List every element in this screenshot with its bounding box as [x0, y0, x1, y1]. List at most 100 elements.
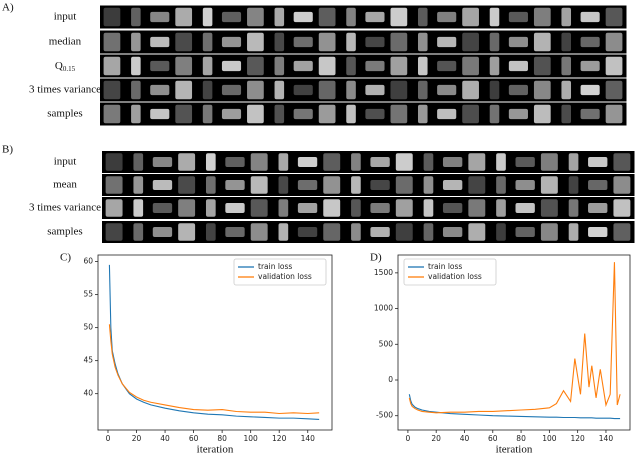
plot-frame — [397, 254, 631, 431]
thumbnail-shape — [105, 176, 123, 194]
thumbnail-shape — [423, 223, 434, 241]
thumbnail-shape — [390, 7, 408, 27]
thumbnail-shape — [346, 56, 356, 76]
thumbnail-shape — [437, 84, 457, 96]
thumbnail-shape — [605, 80, 623, 100]
thumbnail-shape — [515, 227, 535, 237]
thumbnail-shape — [274, 56, 285, 76]
row-label: input — [54, 11, 77, 23]
thumbnail-shape — [580, 36, 600, 48]
thumbnail-shape — [150, 84, 170, 96]
thumbnail-shape — [370, 157, 390, 167]
y-tick-label: 1500 — [374, 268, 393, 277]
thumbnail-shape — [437, 11, 457, 23]
thumbnail-shape — [293, 108, 313, 120]
thumbnail-shape — [346, 7, 356, 27]
x-tick-label: 60 — [189, 434, 199, 443]
thumbnail-shape — [613, 153, 631, 171]
thumbnail-shape — [390, 104, 408, 124]
thumbnail-shape — [423, 176, 434, 194]
thumbnail-shape — [496, 176, 506, 194]
thumbnail-shape — [205, 153, 216, 171]
thumbnail-shape — [561, 56, 572, 76]
thumbnail-shape — [133, 199, 144, 217]
thumbnail-shape — [205, 176, 216, 194]
thumbnail-shape — [351, 153, 361, 171]
thumbnail-shape — [540, 223, 558, 241]
thumbnail-shape — [580, 11, 600, 23]
row-label: 3 times variance — [29, 202, 101, 214]
thumbnail-shape — [205, 223, 216, 241]
thumbnail-shape — [462, 80, 479, 100]
thumbnail-shape — [580, 60, 600, 72]
thumbnail-shape — [370, 180, 390, 190]
thumbnail-shape — [131, 104, 141, 124]
thumbnail-shape — [175, 32, 193, 52]
thumbnail-shape — [417, 80, 428, 100]
thumbnail-shape — [561, 32, 572, 52]
thumbnail-shape — [178, 199, 196, 217]
thumbnail-shape — [293, 84, 313, 96]
thumbnail-shape — [152, 180, 173, 190]
q-label: Q — [55, 60, 63, 72]
thumbnail-shape — [395, 199, 413, 217]
thumbnail-shape — [323, 176, 341, 194]
thumbnail-shape — [390, 56, 408, 76]
thumbnail-shape — [365, 60, 385, 72]
x-tick-label: 120 — [272, 434, 287, 443]
thumbnail-shape — [274, 7, 285, 27]
thumbnail-shape — [489, 104, 500, 124]
thumbnail-shape — [588, 180, 608, 190]
thumbnail-shape — [496, 199, 506, 217]
thumbnail-shape — [568, 199, 579, 217]
y-tick-label: 500 — [379, 339, 394, 348]
thumbnail-shape — [278, 223, 289, 241]
thumbnail-shape — [202, 80, 213, 100]
x-tick-label: 40 — [160, 434, 170, 443]
thumbnail-shape — [365, 108, 385, 120]
thumbnail-shape — [417, 104, 428, 124]
thumbnail-shape — [489, 7, 500, 27]
row-label: mean — [53, 179, 77, 191]
thumbnail-shape — [515, 157, 535, 167]
thumbnail-shape — [533, 80, 551, 100]
thumbnail-shape — [152, 203, 173, 213]
y-tick-label: 1000 — [374, 304, 393, 313]
thumbnail-shape — [533, 32, 551, 52]
thumbnail-shape — [221, 108, 242, 120]
thumbnail-shape — [250, 176, 268, 194]
thumbnail-shape — [365, 36, 385, 48]
thumbnail-shape — [131, 7, 141, 27]
thumbnail-shape — [178, 153, 196, 171]
thumbnail-shape — [247, 56, 264, 76]
thumbnail-shape — [561, 80, 572, 100]
thumbnail-shape — [605, 32, 623, 52]
thumbnail-shape — [580, 84, 600, 96]
x-tick-label: 0 — [406, 434, 411, 443]
thumbnail-shape — [588, 203, 608, 213]
thumbnail-shape — [613, 199, 631, 217]
thumbnail-shape — [613, 176, 631, 194]
thumbnail-shape — [489, 56, 500, 76]
thumbnail-shape — [297, 203, 318, 213]
thumbnail-shape — [250, 199, 268, 217]
thumbnail-shape — [568, 176, 579, 194]
thumbnail-shape — [221, 36, 242, 48]
thumbnail-shape — [103, 104, 121, 124]
thumbnail-shape — [508, 36, 528, 48]
thumbnail-shape — [323, 223, 341, 241]
series-line — [108, 324, 320, 415]
x-tick-label: 100 — [244, 434, 259, 443]
thumbnail-shape — [370, 203, 390, 213]
thumbnail-shape — [152, 227, 173, 237]
thumbnail-shape — [221, 11, 242, 23]
legend-box — [233, 258, 327, 286]
thumbnail-shape — [221, 60, 242, 72]
thumbnail-shape — [395, 153, 413, 171]
plot-frame — [97, 254, 333, 431]
thumbnail-shape — [437, 36, 457, 48]
thumbnail-shape — [225, 157, 245, 167]
thumbnail-shape — [417, 7, 428, 27]
